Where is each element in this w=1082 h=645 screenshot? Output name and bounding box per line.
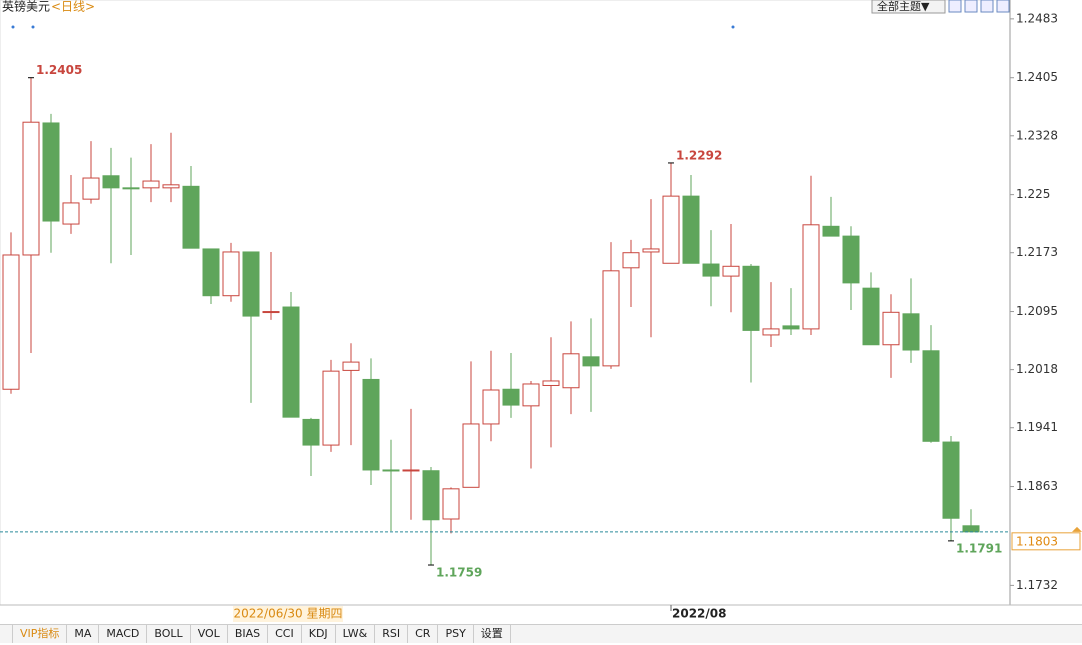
candle-body [582,356,600,367]
high-label: 1.2292 [676,148,722,162]
plot-area [0,0,1011,606]
y-tick-label: 1.1863 [1016,479,1058,493]
candle-body [562,353,580,389]
toolbar-tab[interactable]: MACD [99,625,148,643]
candle-body [462,423,480,488]
y-tick-label: 1.225 [1016,187,1050,201]
last-price-label: 1.1803 [1016,534,1058,548]
y-tick-label: 1.2095 [1016,304,1058,318]
tool-icon[interactable] [996,0,1010,13]
candle-body [782,325,800,330]
candle-body [162,184,180,189]
toolbar-tab[interactable]: RSI [375,625,409,643]
candle-body [182,185,200,249]
candle-body [262,311,280,314]
candle-body [502,388,520,406]
toolbar-tab[interactable]: MA [67,625,100,643]
candle-body [42,122,60,222]
candle-body [202,248,220,297]
toolbar: VIP指标 MA MACD BOLL VOL BIAS CCI KDJ LW& RSI CR PSY 设… [0,624,1082,643]
toolbar-tab[interactable]: 设置 [474,625,511,643]
candle-body [822,225,840,237]
candle-body [402,469,420,472]
marker-dot [31,25,35,29]
candle-body [302,418,320,446]
candle-body [422,470,440,521]
high-label: 1.2405 [36,63,82,77]
y-tick-label: 1.2405 [1016,70,1058,84]
tool-icon[interactable] [948,0,962,13]
y-tick-label: 1.2483 [1016,11,1058,25]
x-tick-label: 2022/08 [672,607,726,621]
chart-title: 英镑美元 [2,0,50,14]
marker-dot [11,25,15,29]
candle-body [282,306,300,418]
candle-body [222,251,240,297]
last-price-box [1011,532,1081,551]
candle-body [642,248,660,253]
candle-body [122,187,140,190]
candle-body [662,195,680,264]
toolbar-tab[interactable]: BOLL [147,625,191,643]
candle-body [442,488,460,520]
candle-body [322,370,340,446]
candle-body [602,270,620,367]
theme-button-label[interactable]: 全部主题▼ [877,0,930,13]
y-tick-label: 1.2173 [1016,245,1058,259]
candle-body [242,251,260,317]
candle-body [962,525,980,533]
toolbar-tab[interactable]: BIAS [228,625,269,643]
low-label: 1.1791 [956,541,1002,555]
candle-body [622,252,640,269]
candle-body [522,383,540,407]
candle-body [362,378,380,471]
tool-icon[interactable] [964,0,978,13]
toolbar-tab[interactable]: CR [408,625,439,643]
candle-body [862,287,880,346]
candle-body [22,121,40,256]
candle-body [802,224,820,330]
candle-body [882,311,900,346]
candle-body [742,265,760,331]
low-label: 1.1759 [436,566,482,580]
candle-body [722,265,740,277]
marker-dot [731,25,735,29]
toolbar-tab[interactable]: PSY [438,625,474,643]
y-tick-label: 1.2018 [1016,362,1058,376]
chart: 英镑美元 <日线> 全部主题▼ 2022/06/30 星期四 1.2483 1.2… [0,0,1082,622]
y-tick-label: 1.1732 [1016,578,1058,592]
candle-body [682,195,700,264]
candle-body [942,441,960,519]
candle-body [62,202,80,225]
candle-body [382,469,400,472]
y-tick-label: 1.2328 [1016,128,1058,142]
chart-subtitle: <日线> [51,0,95,14]
candle-body [82,177,100,200]
candle-body [342,361,360,371]
candle-body [842,235,860,284]
toolbar-tab[interactable]: CCI [268,625,302,643]
candle-body [762,328,780,336]
candle-body [482,389,500,425]
candle-body [922,350,940,442]
theme-button[interactable] [871,0,946,14]
y-tick-label: 1.1941 [1016,420,1058,434]
candle-body [702,263,720,277]
toolbar-tab[interactable]: VOL [191,625,228,643]
toolbar-tab[interactable]: KDJ [302,625,336,643]
toolbar-tab[interactable]: LW& [336,625,376,643]
candle-body [542,380,560,386]
cursor-label: 2022/06/30 星期四 [234,607,343,621]
candle-body [902,313,920,351]
cursor-label-box [233,606,343,622]
candle-body [142,180,160,189]
candle-body [2,254,20,390]
last-price-arrow [1072,526,1082,532]
toolbar-tab[interactable]: VIP指标 [12,625,68,643]
tool-icon[interactable] [980,0,994,13]
candle-body [102,175,120,189]
